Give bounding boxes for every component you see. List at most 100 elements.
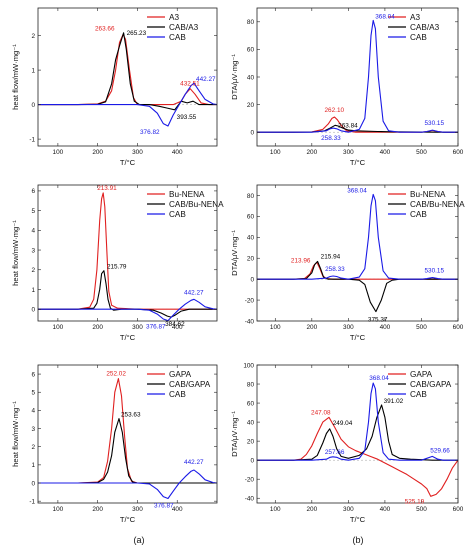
series-line-gapa <box>257 416 459 497</box>
y-tick-label: -40 <box>245 318 255 325</box>
x-tick-label: 200 <box>92 506 103 513</box>
y-tick-label: 40 <box>247 419 255 426</box>
caption-b: (b) <box>353 535 364 545</box>
peak-annotation: 368.04 <box>369 375 389 382</box>
y-tick-label: 6 <box>31 371 35 378</box>
x-axis-label: T/°C <box>120 333 136 342</box>
x-tick-label: 200 <box>92 324 103 331</box>
y-tick-label: 60 <box>247 400 255 407</box>
peak-annotation: 257.66 <box>325 449 345 456</box>
legend-label: CAB/Bu-NENA <box>410 200 465 209</box>
series-line-cab-gapa <box>257 404 458 461</box>
x-tick-label: 100 <box>270 506 281 513</box>
chart-panel-a3: 100 200 300 400 -1 0 1 2 3 4 5 6 T/°C heat flow/mW·mg… <box>11 364 218 524</box>
y-tick-label: 60 <box>247 47 255 54</box>
peak-annotation: 247.08 <box>311 409 331 416</box>
series-line-cab-a3 <box>38 32 217 111</box>
plot-frame <box>37 7 218 147</box>
y-tick-label: 5 <box>31 208 35 215</box>
caption-a: (a) <box>134 535 145 545</box>
peak-annotation: 249.04 <box>333 420 353 427</box>
chart-panel-a1: 100 200 300 400 -1 0 1 2 T/°C heat flow/mW·mg⁻¹ A3… <box>11 7 218 167</box>
y-tick-label: 80 <box>247 381 255 388</box>
peak-annotation: 530.15 <box>424 120 444 127</box>
legend-label: CAB <box>169 33 186 42</box>
peak-annotation: 213.91 <box>97 185 117 192</box>
legend-label: GAPA <box>169 370 192 379</box>
peak-annotation: 393.55 <box>177 114 197 121</box>
legend-label: Bu-NENA <box>410 190 446 199</box>
y-axis-label: DTA/μV·mg⁻¹ <box>230 230 239 276</box>
y-tick-label: 4 <box>31 408 35 415</box>
peak-annotation: 258.33 <box>325 266 345 273</box>
series-line-cab <box>257 19 458 133</box>
series-line-cab-gapa <box>38 418 217 484</box>
y-tick-label: 4 <box>31 228 35 235</box>
y-tick-label: 20 <box>247 438 255 445</box>
y-tick-label: 1 <box>31 462 35 469</box>
y-axis-label: DTA/μV·mg⁻¹ <box>230 54 239 100</box>
peak-annotation: 529.66 <box>430 447 450 454</box>
x-tick-label: 300 <box>132 506 143 513</box>
y-tick-label: 0 <box>250 130 254 137</box>
peak-annotation: 432.51 <box>180 81 200 88</box>
x-tick-label: 200 <box>306 149 317 156</box>
x-tick-label: 400 <box>172 506 183 513</box>
peak-annotation: 442.27 <box>196 76 216 83</box>
plot-frame <box>256 364 459 504</box>
peak-annotation: 258.33 <box>321 135 341 142</box>
x-tick-label: 400 <box>380 149 391 156</box>
plot-frame <box>37 184 218 322</box>
y-tick-label: 20 <box>247 102 255 109</box>
x-tick-label: 400 <box>172 324 183 331</box>
peak-annotation: 252.02 <box>106 371 126 378</box>
x-tick-label: 400 <box>172 149 183 156</box>
x-tick-label: 600 <box>453 149 464 156</box>
legend-label: CAB/GAPA <box>410 380 452 389</box>
x-axis-label: T/°C <box>120 515 136 524</box>
x-tick-label: 300 <box>343 324 354 331</box>
peak-annotation: 376.82 <box>140 129 160 136</box>
legend-label: CAB/GAPA <box>169 380 211 389</box>
legend-label: CAB <box>410 390 427 399</box>
y-tick-label: 2 <box>31 267 35 274</box>
series-line-cab <box>38 82 218 127</box>
x-tick-label: 200 <box>306 506 317 513</box>
legend-label: CAB <box>410 33 427 42</box>
y-tick-label: -1 <box>29 136 35 143</box>
peak-annotation: 253.63 <box>121 412 141 419</box>
x-tick-label: 500 <box>416 324 427 331</box>
x-axis-label: T/°C <box>350 515 366 524</box>
series-line-cab <box>257 193 458 280</box>
y-tick-label: 1 <box>31 287 35 294</box>
x-tick-label: 300 <box>132 324 143 331</box>
peak-annotation: 375.37 <box>368 317 388 324</box>
y-tick-label: 40 <box>247 235 255 242</box>
series-line-cab-bu-nena <box>257 260 458 313</box>
legend-label: A3 <box>410 13 420 22</box>
series-line-a3 <box>38 34 217 106</box>
plot-frame <box>37 364 218 504</box>
series-line-cab <box>38 469 218 500</box>
chart-panel-a2: 100 200 300 400 0 1 2 3 4 5 6 T/°C heat flow/mW·mg⁻¹… <box>11 184 224 342</box>
chart-panel-b3: 100 200 300 400 500 600 -40 -20 0 20 40 60 80 100 T/°C… <box>230 362 464 524</box>
peak-annotation: 263.84 <box>338 122 358 129</box>
x-tick-label: 100 <box>53 324 64 331</box>
y-tick-label: -40 <box>245 496 255 503</box>
peak-annotation: 376.87 <box>146 324 166 331</box>
chart-panel-b2: 100 200 300 400 500 600 -40 -20 0 20 40 60 80 T/°C DTA… <box>230 184 465 342</box>
x-tick-label: 200 <box>92 149 103 156</box>
y-tick-label: 2 <box>31 33 35 40</box>
x-tick-label: 500 <box>416 506 427 513</box>
legend-label: Bu-NENA <box>169 190 205 199</box>
peak-annotation: 376.87 <box>154 502 174 509</box>
peak-annotation: 391.02 <box>384 398 404 405</box>
y-tick-label: -20 <box>245 477 255 484</box>
peak-annotation: 215.79 <box>107 264 127 271</box>
peak-annotation: 213.96 <box>291 257 311 264</box>
plot-frame <box>256 184 459 322</box>
y-tick-label: 40 <box>247 74 255 81</box>
chart-panel-b1: 100 200 300 400 500 600 0 20 40 60 80 T/°C DTA/μV·mg… <box>230 7 464 167</box>
y-tick-label: 0 <box>31 480 35 487</box>
